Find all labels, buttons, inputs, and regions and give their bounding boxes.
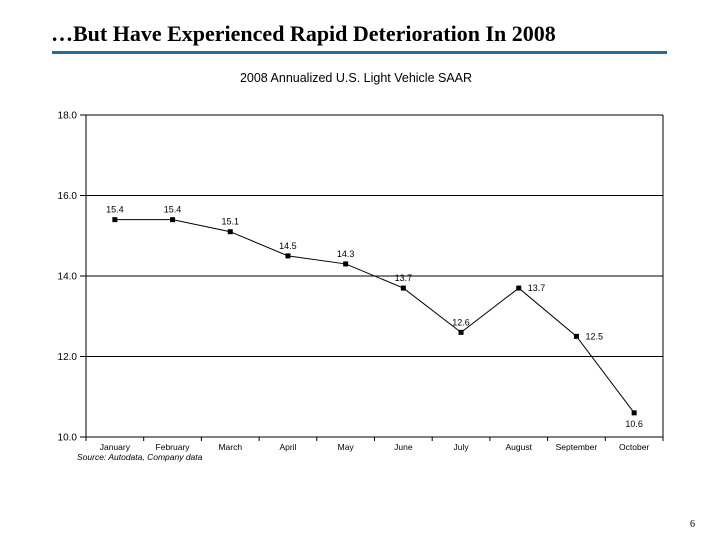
header-rule <box>52 51 667 54</box>
x-tick-label: April <box>279 442 296 452</box>
slide-title: …But Have Experienced Rapid Deterioratio… <box>51 21 556 46</box>
page-number: 6 <box>690 519 695 530</box>
data-point-label: 14.3 <box>337 249 355 259</box>
x-tick-label: July <box>453 442 469 452</box>
data-point-label: 15.4 <box>164 205 182 215</box>
y-tick-label: 14.0 <box>58 272 78 283</box>
y-tick-label: 16.0 <box>58 191 78 202</box>
x-tick-label: October <box>619 442 649 452</box>
data-point-label: 13.7 <box>395 273 413 283</box>
data-point-marker <box>400 285 406 291</box>
data-point-label: 12.6 <box>452 317 470 327</box>
x-tick-label: August <box>506 442 533 452</box>
x-tick-label: June <box>394 442 413 452</box>
data-point-marker <box>343 261 349 267</box>
data-point-marker <box>285 253 291 259</box>
data-point-marker <box>170 217 176 223</box>
x-tick-label: January <box>100 442 131 452</box>
data-line <box>114 219 635 414</box>
data-point-label: 10.6 <box>625 419 643 429</box>
y-tick-label: 10.0 <box>58 433 78 444</box>
x-tick-label: February <box>156 442 191 452</box>
chart-title: 2008 Annualized U.S. Light Vehicle SAAR <box>239 71 473 85</box>
y-tick-label: 18.0 <box>58 111 78 122</box>
y-tick-label: 12.0 <box>58 352 78 363</box>
data-point-marker <box>516 285 522 291</box>
data-point-label: 12.5 <box>585 331 603 341</box>
x-tick-label: March <box>218 442 242 452</box>
source-note: Source: Autodata, Company data <box>77 452 203 462</box>
data-point-label: 14.5 <box>279 241 297 251</box>
data-point-label: 13.7 <box>528 283 546 293</box>
data-point-marker <box>112 217 118 223</box>
data-point-label: 15.1 <box>221 217 239 227</box>
x-tick-label: September <box>556 442 598 452</box>
data-point-marker <box>227 229 233 235</box>
data-point-label: 15.4 <box>106 205 124 215</box>
data-point-marker <box>631 410 637 416</box>
x-tick-label: May <box>338 442 355 452</box>
data-point-marker <box>458 329 464 335</box>
data-point-marker <box>573 333 579 339</box>
